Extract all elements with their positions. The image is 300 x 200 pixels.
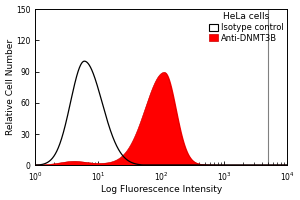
Y-axis label: Relative Cell Number: Relative Cell Number xyxy=(6,39,15,135)
X-axis label: Log Fluorescence Intensity: Log Fluorescence Intensity xyxy=(100,185,222,194)
Legend: Isotype control, Anti-DNMT3B: Isotype control, Anti-DNMT3B xyxy=(208,11,285,44)
